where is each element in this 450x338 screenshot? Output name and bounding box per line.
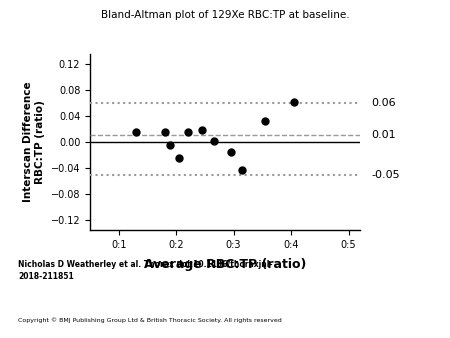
Text: Nicholas D Weatherley et al. Thorax doi:10.1136/thoraxjnl-
2018-211851: Nicholas D Weatherley et al. Thorax doi:… [18, 260, 273, 281]
Text: THORAX: THORAX [364, 314, 416, 323]
Point [176, 155, 183, 161]
Text: 0.06: 0.06 [371, 98, 396, 108]
Point [227, 150, 234, 155]
Text: 0.01: 0.01 [371, 130, 396, 141]
Y-axis label: Interscan Difference
RBC:TP (ratio): Interscan Difference RBC:TP (ratio) [23, 82, 45, 202]
Point [167, 143, 174, 148]
Text: -0.05: -0.05 [371, 170, 400, 179]
Point [184, 129, 191, 134]
Point [198, 127, 206, 133]
Point [210, 139, 217, 144]
Point [261, 118, 269, 124]
Text: Copyright © BMJ Publishing Group Ltd & British Thoracic Society. All rights rese: Copyright © BMJ Publishing Group Ltd & B… [18, 318, 282, 323]
Text: Bland-Altman plot of 129Xe RBC:TP at baseline.: Bland-Altman plot of 129Xe RBC:TP at bas… [101, 10, 349, 20]
Point [161, 129, 168, 135]
X-axis label: Average RBC:TP (ratio): Average RBC:TP (ratio) [144, 258, 306, 271]
Point [132, 129, 140, 135]
Point [238, 167, 246, 173]
Point [290, 100, 297, 105]
